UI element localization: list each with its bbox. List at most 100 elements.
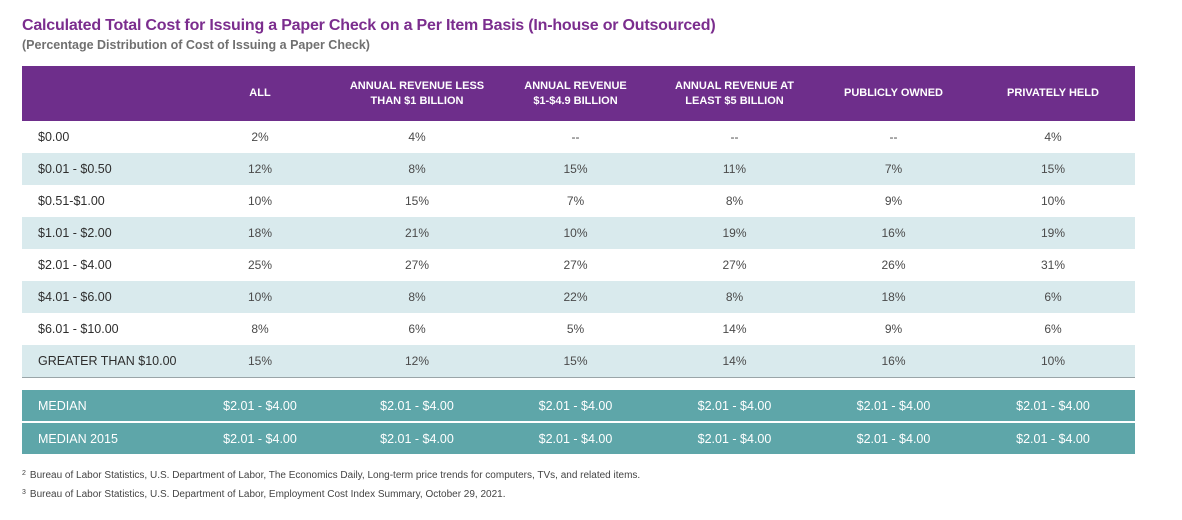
table-row: GREATER THAN $10.00 15% 12% 15% 14% 16% 10% xyxy=(22,345,1135,378)
cell-revenue-less-1b: 8% xyxy=(408,290,426,304)
cell-privately-held: 10% xyxy=(1040,194,1066,208)
cell-revenue-at-least-5b: 14% xyxy=(722,322,747,336)
cell-all: 25% xyxy=(247,258,273,272)
cell-revenue-less-1b: $2.01 - $4.00 xyxy=(380,431,454,446)
median-row: MEDIAN $2.01 - $4.00 $2.01 - $4.00 $2.01 - … xyxy=(22,390,1135,423)
row-label: $1.01 - $2.00 xyxy=(38,226,112,240)
cell-revenue-at-least-5b: 27% xyxy=(722,258,747,272)
table-row: $0.51-$1.00 10% 15% 7% 8% 9% 10% xyxy=(22,185,1135,217)
cell-privately-held: $2.01 - $4.00 xyxy=(1016,431,1090,446)
row-label: MEDIAN xyxy=(22,390,184,423)
footnotes: 2 Bureau of Labor Statistics, U.S. Depart… xyxy=(22,470,640,508)
cell-privately-held: 6% xyxy=(1044,290,1062,304)
cell-revenue-less-1b: $2.01 - $4.00 xyxy=(336,390,498,423)
table-row: $1.01 - $2.00 18% 21% 10% 19% 16% 19% xyxy=(22,217,1135,249)
footnote-mark: 3 xyxy=(22,489,26,496)
footnote-3: 3 Bureau of Labor Statistics, U.S. Depart… xyxy=(22,489,640,500)
table-row: $6.01 - $10.00 8% 6% 5% 14% 9% 6% xyxy=(22,313,1135,345)
row-label: $0.51-$1.00 xyxy=(38,194,105,208)
cell-publicly-owned: 7% xyxy=(884,162,903,176)
cell-publicly-owned: 9% xyxy=(884,194,903,208)
cell-publicly-owned: -- xyxy=(889,130,898,144)
cell-privately-held: 6% xyxy=(1044,322,1062,336)
cell-all: 2% xyxy=(251,130,269,144)
header-revenue-1-4-9b: ANNUAL REVENUE $1-$4.9 BILLION xyxy=(524,79,627,107)
cell-all: 8% xyxy=(251,322,269,336)
cell-revenue-less-1b: 27% xyxy=(404,258,430,272)
cell-privately-held: 10% xyxy=(971,345,1135,378)
row-label: $0.00 xyxy=(38,130,70,144)
cell-revenue-at-least-5b: 19% xyxy=(722,226,747,240)
cell-privately-held: 31% xyxy=(1040,258,1066,272)
median-row: MEDIAN 2015 $2.01 - $4.00 $2.01 - $4.00 $2.… xyxy=(22,422,1135,454)
cell-publicly-owned: 16% xyxy=(816,345,971,378)
header-privately-held: PRIVATELY HELD xyxy=(1007,87,1099,99)
header-publicly-owned: PUBLICLY OWNED xyxy=(843,87,943,99)
table-row: $4.01 - $6.00 10% 8% 22% 8% 18% 6% xyxy=(22,281,1135,313)
row-label: $2.01 - $4.00 xyxy=(38,258,112,272)
cell-revenue-at-least-5b: $2.01 - $4.00 xyxy=(697,431,772,446)
row-label: GREATER THAN $10.00 xyxy=(22,345,184,378)
cell-revenue-1-4-9b: 27% xyxy=(563,258,588,272)
table-body: $0.00 2% 4% -- -- -- 4% $0.01 - $0.50 12% 8% 15% 11… xyxy=(22,121,1135,378)
cell-privately-held: 4% xyxy=(1044,130,1062,144)
cell-publicly-owned: 26% xyxy=(881,258,906,272)
page-subtitle: (Percentage Distribution of Cost of Issu… xyxy=(22,38,370,52)
cell-all: 10% xyxy=(247,290,273,304)
cell-publicly-owned: 18% xyxy=(881,290,906,304)
cell-revenue-at-least-5b: -- xyxy=(730,130,739,144)
page-title: Calculated Total Cost for Issuing a Pape… xyxy=(22,17,716,34)
cell-revenue-1-4-9b: 15% xyxy=(563,162,588,176)
cell-privately-held: 19% xyxy=(1040,226,1066,240)
row-label: $4.01 - $6.00 xyxy=(38,290,112,304)
table-header: ALL ANNUAL REVENUE LESS THAN $1 BILLION … xyxy=(22,66,1135,121)
cell-revenue-1-4-9b: 10% xyxy=(563,226,588,240)
cell-revenue-at-least-5b: $2.01 - $4.00 xyxy=(653,390,816,423)
cell-all: $2.01 - $4.00 xyxy=(223,431,297,446)
cell-revenue-less-1b: 12% xyxy=(336,345,498,378)
cell-revenue-at-least-5b: 11% xyxy=(722,162,747,176)
header-revenue-at-least-5b: ANNUAL REVENUE AT LEAST $5 BILLION xyxy=(675,79,794,107)
cell-revenue-1-4-9b: 5% xyxy=(566,322,585,336)
header-empty xyxy=(22,66,184,121)
row-label: MEDIAN 2015 xyxy=(38,431,118,446)
cell-revenue-less-1b: 8% xyxy=(408,162,426,176)
cell-publicly-owned: 9% xyxy=(884,322,903,336)
cell-revenue-1-4-9b: $2.01 - $4.00 xyxy=(498,390,653,423)
footnote-2: 2 Bureau of Labor Statistics, U.S. Depart… xyxy=(22,470,640,481)
cell-revenue-less-1b: 4% xyxy=(408,130,426,144)
table-row: $0.01 - $0.50 12% 8% 15% 11% 7% 15% xyxy=(22,153,1135,185)
cell-revenue-less-1b: 6% xyxy=(408,322,426,336)
cell-revenue-at-least-5b: 14% xyxy=(653,345,816,378)
cost-distribution-table: ALL ANNUAL REVENUE LESS THAN $1 BILLION … xyxy=(22,66,1135,454)
cell-revenue-1-4-9b: 15% xyxy=(498,345,653,378)
cell-revenue-1-4-9b: 7% xyxy=(566,194,585,208)
table-spacer xyxy=(22,377,1135,390)
cell-all: $2.01 - $4.00 xyxy=(184,390,336,423)
cell-all: 15% xyxy=(184,345,336,378)
header-all: ALL xyxy=(249,87,271,99)
row-label: $6.01 - $10.00 xyxy=(38,322,119,336)
footnote-text: Bureau of Labor Statistics, U.S. Departm… xyxy=(29,470,641,481)
cell-publicly-owned: $2.01 - $4.00 xyxy=(816,390,971,423)
cell-all: 12% xyxy=(247,162,273,176)
table-row: $2.01 - $4.00 25% 27% 27% 27% 26% 31% xyxy=(22,249,1135,281)
header-revenue-less-1b: ANNUAL REVENUE LESS THAN $1 BILLION xyxy=(349,79,485,107)
cell-revenue-less-1b: 15% xyxy=(404,194,430,208)
cell-revenue-at-least-5b: 8% xyxy=(725,194,744,208)
table-row: $0.00 2% 4% -- -- -- 4% xyxy=(22,121,1135,153)
cell-publicly-owned: $2.01 - $4.00 xyxy=(856,431,931,446)
header-row: ALL ANNUAL REVENUE LESS THAN $1 BILLION … xyxy=(22,66,1135,121)
cell-revenue-less-1b: 21% xyxy=(404,226,430,240)
footnote-text: Bureau of Labor Statistics, U.S. Departm… xyxy=(29,489,506,500)
cell-revenue-1-4-9b: -- xyxy=(571,130,580,144)
footnote-mark: 2 xyxy=(22,470,26,477)
cell-revenue-1-4-9b: $2.01 - $4.00 xyxy=(538,431,613,446)
cell-privately-held: $2.01 - $4.00 xyxy=(971,390,1135,423)
cell-revenue-1-4-9b: 22% xyxy=(563,290,588,304)
row-label: $0.01 - $0.50 xyxy=(38,162,112,176)
cell-publicly-owned: 16% xyxy=(881,226,906,240)
median-section: MEDIAN $2.01 - $4.00 $2.01 - $4.00 $2.01 - … xyxy=(22,390,1135,454)
cell-all: 18% xyxy=(247,226,273,240)
cell-privately-held: 15% xyxy=(1040,162,1066,176)
